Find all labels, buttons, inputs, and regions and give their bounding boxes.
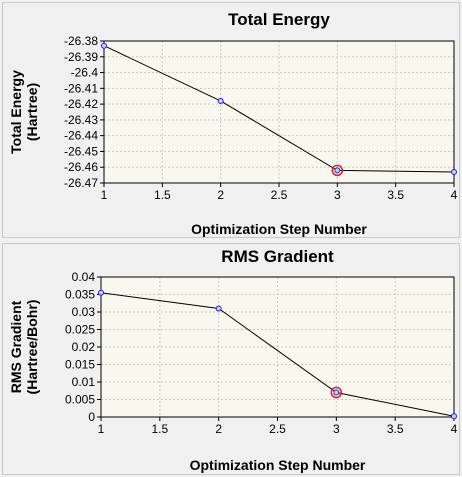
y-tick-label: 0.025 [65, 323, 95, 337]
series-line [100, 292, 455, 417]
x-tick-label: 2.5 [271, 188, 288, 202]
y-axis-title: RMS Gradient (Hartree/Bohr) [8, 300, 40, 395]
highlight-marker [331, 164, 344, 177]
total-energy-chart: Total Energy -26.38 -26.39 -26.4-26.41 -26.4… [8, 10, 458, 237]
x-axis-title: Optimization Step Number [190, 457, 366, 473]
x-tick-label: 2 [215, 422, 222, 436]
y-tick-label: -26.43 [64, 113, 98, 127]
plot-frame [100, 276, 455, 418]
y-tick-label: 0 [88, 410, 95, 424]
y-tick-label: 0.01 [72, 375, 96, 389]
y-tick-label: -26.4 [71, 66, 99, 80]
data-point [217, 97, 224, 104]
highlight-marker [330, 386, 343, 399]
data-point [215, 305, 222, 312]
x-axis-title: Optimization Step Number [191, 221, 367, 237]
data-point [451, 413, 457, 420]
y-tick-label: -26.38 [64, 34, 98, 48]
data-point [451, 168, 457, 175]
chart-title: RMS Gradient [221, 247, 334, 266]
y-tick-label: 0.02 [72, 340, 96, 354]
x-tick-label: 3.5 [387, 422, 404, 436]
y-tick-label: -26.39 [64, 50, 98, 64]
y-tick-label: 0.035 [65, 288, 95, 302]
series-line [103, 45, 455, 173]
x-tick-label: 3 [333, 422, 340, 436]
x-tick-label: 4 [451, 188, 458, 202]
y-tick-label: -26.41 [64, 81, 98, 95]
y-tick-label: 0.005 [65, 393, 95, 407]
x-tick-label: 1.5 [154, 188, 171, 202]
data-point [101, 42, 107, 49]
total-energy-panel: Total Energy -26.38 -26.39 -26.4 -26.41 -26.4… [2, 2, 460, 238]
data-point [334, 167, 341, 174]
y-tick-label: -26.44 [64, 129, 98, 143]
data-point [333, 389, 340, 396]
y-axis-title-line: Total Energy [8, 70, 24, 154]
x-tick-label: 2 [217, 188, 224, 202]
x-tick-label: 2.5 [269, 422, 286, 436]
y-tick-label: 0.015 [65, 358, 95, 372]
y-tick-label: -26.42 [64, 97, 98, 111]
x-tick-label: 1.5 [151, 422, 168, 436]
y-axis-title-line: (Hartree/Bohr) [24, 300, 40, 395]
x-tick-label: 3.5 [387, 188, 404, 202]
y-tick-label: -26.46 [64, 160, 98, 174]
chart-title: Total Energy [228, 10, 330, 29]
plot-frame [103, 40, 455, 184]
data-point [98, 289, 104, 296]
y-tick-label: -26.47 [64, 176, 98, 190]
x-tick-label: 1 [101, 188, 108, 202]
rms-gradient-chart: RMS Gradient 0 0.005 0.01 0.015 0.02 0.025 0.03… [8, 247, 458, 473]
x-tick-label: 1 [98, 422, 105, 436]
y-tick-label: 0.03 [72, 305, 96, 319]
plot-area [103, 40, 455, 184]
rms-gradient-panel: RMS Gradient 0 0.005 0.01 0.015 0.02 0.025 0.03… [2, 243, 460, 475]
y-tick-label: 0.04 [72, 270, 96, 284]
y-axis-title-line: (Hartree) [24, 83, 40, 141]
y-tick-label: -26.45 [64, 144, 98, 158]
x-tick-label: 4 [451, 422, 458, 436]
x-tick-label: 3 [334, 188, 341, 202]
y-axis-title-line: RMS Gradient [8, 300, 24, 393]
y-axis-title: Total Energy (Hartree) [8, 70, 40, 154]
